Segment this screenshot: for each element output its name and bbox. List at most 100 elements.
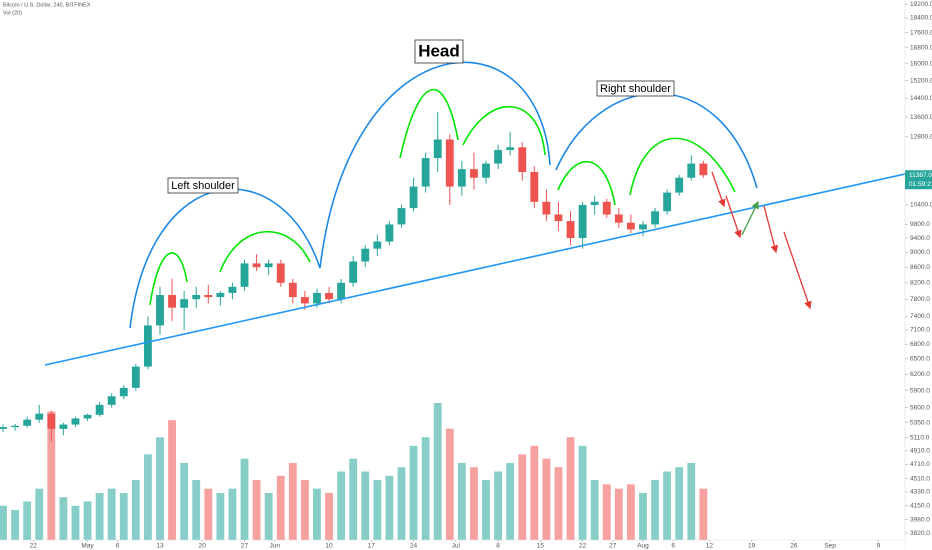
y-tick-label: 16000.0 (910, 61, 932, 68)
last-price-box (905, 170, 932, 190)
volume-bar (71, 505, 80, 540)
x-tick-label: Aug (637, 543, 649, 550)
y-tick-label: 9400.0 (910, 235, 930, 242)
volume-bar (470, 467, 478, 540)
candle-body (131, 366, 140, 388)
axes: 19200.018400.017600.016800.016000.015200… (30, 1, 932, 550)
volume-bar (602, 484, 611, 540)
candle-body (300, 297, 309, 304)
volume-bar (433, 403, 442, 540)
candle-body (518, 147, 527, 172)
volume-bar (95, 492, 104, 540)
volume-bar (252, 480, 261, 540)
volume-bar (457, 462, 466, 540)
volume-bar (264, 492, 273, 540)
arrow (741, 200, 759, 236)
candle-body (47, 413, 56, 429)
volume-bar (337, 471, 346, 540)
candle-body (626, 222, 635, 230)
volume-bar (83, 501, 92, 540)
volume-bar (240, 458, 249, 540)
volume-bar (651, 480, 659, 540)
chart-title: Bitcoin / U.S. Dollar, 240, BITFINEX (3, 2, 91, 8)
candle-body (542, 201, 551, 215)
candle-body (71, 418, 80, 425)
candle-body (276, 263, 285, 283)
y-tick-label: 7800.0 (910, 296, 930, 303)
candle-body (35, 413, 44, 420)
candle-body (421, 158, 430, 187)
candle-body (264, 263, 273, 268)
candle-body (83, 414, 92, 419)
x-tick-label: 9 (877, 543, 881, 550)
trend-line (44, 167, 932, 366)
candle-body (337, 282, 346, 300)
volume-bar (349, 458, 358, 540)
minor-arc (399, 88, 459, 159)
y-tick-label: 4910.0 (910, 448, 930, 455)
volume-bar (482, 480, 490, 540)
countdown: 01:59:21 (909, 181, 932, 188)
volume-bar (47, 411, 56, 540)
annotations: Left shoulder Head Right shoulder (44, 39, 932, 366)
y-tick-label: 7100.0 (910, 327, 930, 334)
y-tick-label: 5600.0 (910, 404, 930, 411)
arrow (783, 231, 812, 310)
y-tick-label: 5350.0 (910, 419, 930, 426)
candle-body (457, 169, 466, 187)
y-tick-label: 7400.0 (910, 313, 930, 320)
annotation: Head (418, 41, 460, 60)
y-tick-label: 3820.0 (910, 530, 930, 537)
x-tick-label: 6 (116, 543, 120, 550)
x-tick-label: 12 (706, 543, 714, 550)
volume-bar (373, 480, 382, 540)
volume-bar (699, 488, 708, 540)
annotation: Right shoulder (600, 83, 671, 95)
volume-bar (35, 488, 44, 540)
candle-body (361, 248, 370, 262)
volume-bar (566, 437, 575, 540)
volume-bar (421, 437, 430, 540)
candle-body (240, 263, 249, 287)
x-tick-label: 27 (241, 543, 249, 550)
volume-bar (409, 445, 418, 540)
plot-area (0, 112, 708, 540)
y-tick-label: 4710.0 (910, 461, 930, 468)
y-tick-label: 5110.0 (910, 434, 930, 441)
y-tick-label: 18400.0 (910, 15, 932, 22)
x-tick-label: 19 (748, 543, 756, 550)
y-tick-label: 4510.0 (910, 475, 930, 482)
volume-bar (228, 488, 237, 540)
volume-bar (288, 462, 297, 540)
minor-arc (219, 230, 311, 273)
volume-bar (614, 488, 623, 540)
volume-bar (506, 462, 515, 540)
volume-bar (276, 475, 285, 540)
time-axis (0, 540, 905, 550)
y-tick-label: 6500.0 (910, 356, 930, 363)
x-tick-label: Jul (452, 543, 461, 550)
candle-body (192, 295, 201, 300)
arrow (725, 195, 742, 239)
y-tick-label: 19200.0 (910, 1, 932, 8)
x-tick-label: 22 (579, 543, 587, 550)
volume-bar (530, 445, 539, 540)
candle-body (470, 169, 478, 178)
volume-bar (494, 471, 503, 540)
x-tick-label: 20 (199, 543, 207, 550)
volume-bar (107, 488, 116, 540)
y-tick-label: 3980.0 (910, 516, 930, 523)
x-tick-label: Jun (269, 543, 280, 550)
x-tick-label: 17 (368, 543, 376, 550)
y-tick-label: 4150.0 (910, 503, 930, 510)
arrow (711, 171, 726, 208)
x-tick-label: 10 (325, 543, 333, 550)
volume-bar (180, 462, 189, 540)
volume-bar (192, 480, 201, 540)
y-tick-label: 9000.0 (910, 249, 930, 256)
label-box (167, 177, 239, 194)
y-tick-label: 15200.0 (910, 77, 932, 84)
volume-bar (518, 454, 527, 540)
y-tick-label: 12800.0 (910, 134, 932, 141)
candle-body (602, 201, 611, 215)
